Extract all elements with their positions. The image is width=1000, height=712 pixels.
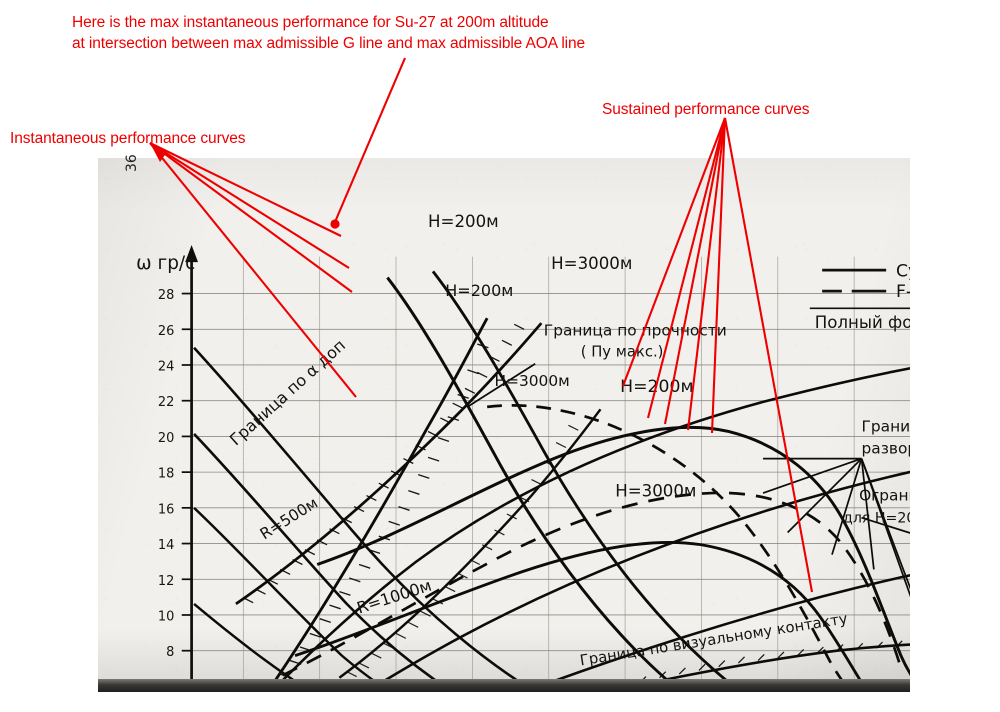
y-tick-10: 10 <box>158 610 174 625</box>
legend-label-su27: Су-27 <box>896 261 910 281</box>
curve-left-family-2 <box>193 433 455 692</box>
scanned-figure: 0246810121416182022242628 40050060070080… <box>98 158 910 692</box>
y-tick-12: 12 <box>158 574 174 589</box>
curve-structural-g-limit <box>235 322 543 606</box>
y-tick-22: 22 <box>158 395 174 410</box>
label-sustained-turn-limit-sub: разворота (Pp = X) <box>862 440 910 458</box>
curve-left-family-4 <box>193 602 314 692</box>
y-tick-14: 14 <box>158 538 174 553</box>
label-sustained-turn-limit: Граница установившегося <box>862 417 910 435</box>
annotation-instantaneous-label: Instantaneous performance curves <box>10 130 246 147</box>
curve-radius-2000 <box>520 574 910 692</box>
label-h3000-instantaneous-2: H=3000м <box>495 372 570 390</box>
curve-instantaneous-h200 <box>386 276 685 692</box>
label-max-aoa-boundary: Граница по α доп <box>226 336 349 450</box>
label-h200-instantaneous: H=200м <box>428 212 499 231</box>
legend-footer-afterburner: Полный форсаж <box>815 313 910 332</box>
page-folio-number: 36 <box>124 154 140 172</box>
curve-structural-g-limit-secondary <box>338 408 602 679</box>
legend-label-f15: F-15 <box>896 282 910 302</box>
y-tick-20: 20 <box>158 431 174 446</box>
curve-f15-instantaneous <box>282 491 903 677</box>
annotation-main-note-line2: at intersection between max admissible G… <box>72 35 586 52</box>
label-vmax-limit: Ограничение Vмакс <box>859 486 910 504</box>
y-axis-tick-labels: 0246810121416182022242628 <box>158 288 174 692</box>
curve-left-family-3 <box>193 506 393 692</box>
y-tick-18: 18 <box>158 467 174 482</box>
y-tick-26: 26 <box>158 324 174 339</box>
chart-legend: Су-27 F-15 Полный форсаж <box>809 261 910 332</box>
label-h200-instantaneous-2: H=200м <box>445 281 513 300</box>
annotation-main-note: Here is the max instantaneous performanc… <box>72 12 585 54</box>
curve-radius-1000 <box>363 470 910 692</box>
y-tick-24: 24 <box>158 360 174 375</box>
label-vmax-limit-sub: для H=200м и H=3000м <box>843 511 910 527</box>
curve-sustained-h200 <box>316 425 910 677</box>
label-visual-contact-boundary: Граница по визуальному контакту <box>579 610 849 669</box>
label-structural-limit-sub: ( Пу макс.) <box>581 343 664 360</box>
curve-instantaneous-h3000 <box>431 270 744 692</box>
curve-left-family-5 <box>193 689 200 692</box>
label-h3000-instantaneous: H=3000м <box>551 254 632 273</box>
y-axis-ticks <box>181 292 192 688</box>
y-tick-6: 6 <box>166 681 174 692</box>
y-tick-16: 16 <box>158 502 174 517</box>
annotation-main-note-line1: Here is the max instantaneous performanc… <box>72 14 549 31</box>
label-h200-sustained: H=200м <box>620 377 693 397</box>
annotation-sustained-label: Sustained performance curves <box>602 101 810 118</box>
label-h3000-sustained: H=3000м <box>615 482 696 501</box>
y-tick-8: 8 <box>166 645 174 660</box>
label-radius-2000: R=2000м <box>453 674 535 692</box>
label-radius-500: R=500м <box>257 494 321 543</box>
curve-radius-500 <box>269 366 910 692</box>
y-tick-28: 28 <box>158 288 174 303</box>
chart-svg: 0246810121416182022242628 40050060070080… <box>136 212 910 692</box>
y-axis-label: ω гр/с <box>136 253 195 274</box>
label-structural-limit: Граница по прочности <box>544 321 727 339</box>
